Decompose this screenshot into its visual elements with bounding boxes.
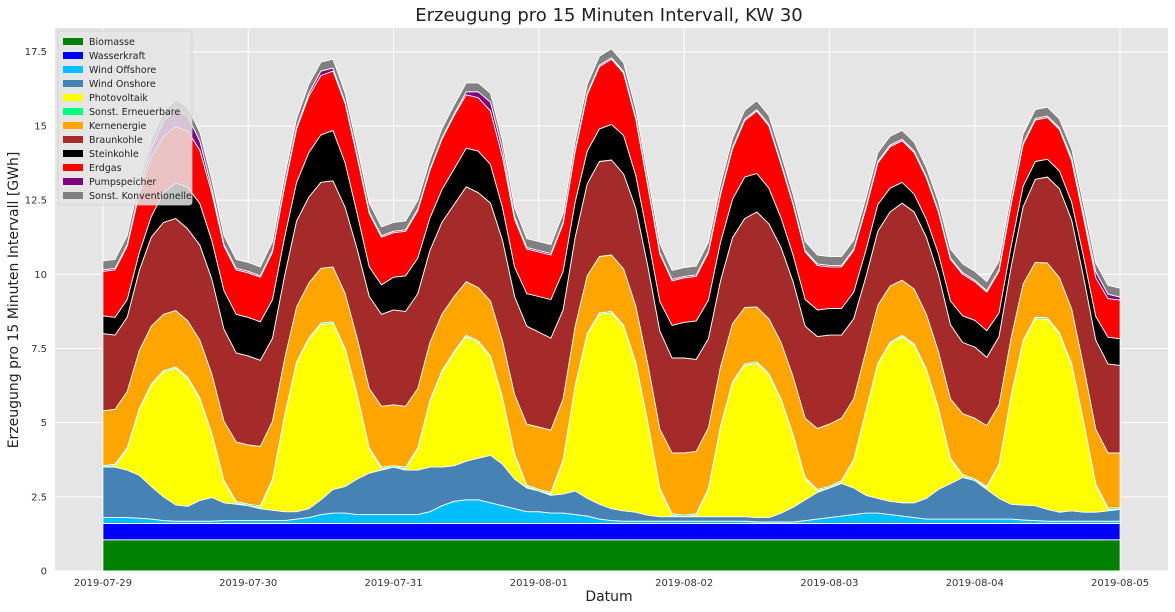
legend-label: Sonst. Erneuerbare xyxy=(89,107,181,118)
legend-swatch xyxy=(63,150,83,157)
legend-swatch xyxy=(63,80,83,87)
legend-label: Sonst. Konventionelle xyxy=(89,191,192,202)
y-tick-label: 5 xyxy=(41,418,47,429)
y-tick-label: 17.5 xyxy=(25,47,47,58)
legend-swatch xyxy=(63,136,83,143)
legend-label: Steinkohle xyxy=(89,149,139,160)
area-wasserkraft xyxy=(102,523,1121,541)
legend-swatch xyxy=(63,38,83,45)
legend-label: Pumpspeicher xyxy=(89,177,156,188)
x-tick-label: 2019-07-30 xyxy=(219,578,277,589)
legend-box xyxy=(57,30,193,206)
legend-label: Wind Offshore xyxy=(89,65,156,76)
legend-label: Wind Onshore xyxy=(89,79,156,90)
legend-swatch xyxy=(63,164,83,171)
x-tick-label: 2019-08-05 xyxy=(1091,578,1149,589)
y-tick-label: 15 xyxy=(34,121,47,132)
legend-label: Erdgas xyxy=(89,163,122,174)
chart-title: Erzeugung pro 15 Minuten Intervall, KW 3… xyxy=(415,5,802,26)
y-tick-label: 0 xyxy=(41,567,47,578)
y-tick-label: 12.5 xyxy=(25,196,47,207)
legend-swatch xyxy=(63,66,83,73)
area-biomasse xyxy=(102,539,1121,572)
stacked-areas xyxy=(102,48,1121,572)
axis-ticks: 0 2.5 5 7.5 10 12.5 15 17.5 2019-07-29 2019-07-30… xyxy=(25,47,1149,589)
x-tick-label: 2019-08-01 xyxy=(510,578,568,589)
y-axis-title: Erzeugung pro 15 Minuten Intervall [GWh] xyxy=(6,152,22,449)
legend-swatch xyxy=(63,178,83,185)
legend-label: Kernenergie xyxy=(89,121,146,132)
legend-label: Wasserkraft xyxy=(89,51,146,62)
x-axis-title: Datum xyxy=(585,589,632,605)
x-tick-label: 2019-08-04 xyxy=(946,578,1004,589)
legend-label: Biomasse xyxy=(89,37,135,48)
area-sonst-konventionelle xyxy=(102,48,1121,298)
legend-swatch xyxy=(63,108,83,115)
legend-swatch xyxy=(63,122,83,129)
y-tick-label: 2.5 xyxy=(31,492,47,503)
x-tick-label: 2019-08-03 xyxy=(800,578,858,589)
x-tick-label: 2019-07-29 xyxy=(74,578,132,589)
legend-swatch xyxy=(63,192,83,199)
legend-label: Photovoltaik xyxy=(89,93,148,104)
y-tick-label: 10 xyxy=(34,270,47,281)
legend-swatch xyxy=(63,94,83,101)
legend: Biomasse Wasserkraft Wind Offshore Wind Ons… xyxy=(57,30,193,206)
x-tick-label: 2019-08-02 xyxy=(655,578,713,589)
x-tick-label: 2019-07-31 xyxy=(364,578,422,589)
legend-label: Braunkohle xyxy=(89,135,143,146)
y-tick-label: 7.5 xyxy=(31,344,47,355)
legend-swatch xyxy=(63,52,83,59)
